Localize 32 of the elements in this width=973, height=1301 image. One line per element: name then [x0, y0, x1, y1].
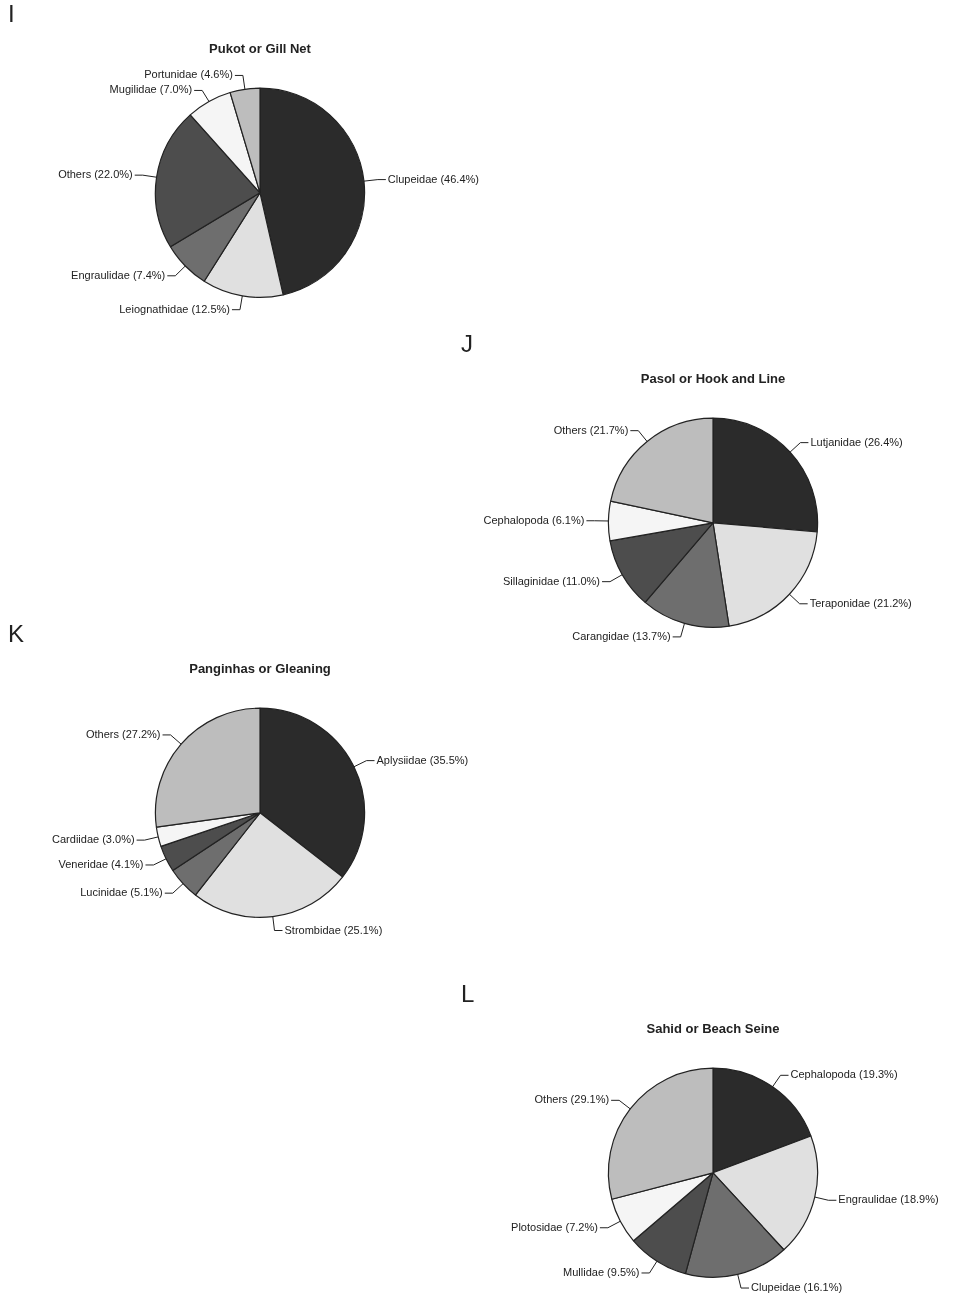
slice-label: Teraponidae (21.2%) — [809, 596, 912, 609]
slice-label: Carangidae (13.7%) — [572, 629, 671, 642]
slice-label: Mullidae (9.5%) — [563, 1266, 640, 1278]
text: J — [461, 330, 473, 358]
slice-label: Others (21.7%) — [553, 423, 629, 436]
text: L — [461, 980, 475, 1008]
slice-label: Cephalopoda (6.1%) — [483, 513, 585, 526]
slice-label: Cardiidae (3.0%) — [52, 833, 135, 846]
slice-label: Lucinidae (5.1%) — [80, 886, 163, 899]
slice-label: Clupeidae (16.1%) — [751, 1281, 843, 1294]
slice-label: Others (27.2%) — [85, 727, 161, 740]
text: K — [8, 620, 25, 648]
slice-label: Aplysiidae (35.5%) — [376, 753, 469, 766]
slice-label: Strombidae (25.1%) — [284, 923, 383, 936]
slice-label: Sillaginidae (11.0%) — [503, 574, 601, 587]
slice-label: Plotosidae (7.2%) — [511, 1220, 598, 1233]
text: I — [8, 0, 15, 28]
slice-label: Veneridae (4.1%) — [58, 858, 144, 871]
slice-label: Portunidae (4.6%) — [144, 68, 233, 81]
slice-label: Lutjanidae (26.4%) — [810, 435, 903, 448]
chart-title: Panginhas or Gleaning — [189, 661, 331, 677]
chart-title: Pasol or Hook and Line — [640, 371, 786, 387]
slice-label: Engraulidae (18.9%) — [838, 1193, 939, 1206]
chart-title: Pukot or Gill Net — [209, 41, 312, 57]
slice-label: Others (29.1%) — [534, 1093, 610, 1106]
slice-label: Clupeidae (46.4%) — [387, 172, 479, 185]
slice-label: Cephalopoda (19.3%) — [790, 1068, 898, 1081]
slice-label: Mugilidae (7.0%) — [109, 83, 193, 96]
slice-label: Leiognathidae (12.5%) — [119, 302, 230, 315]
chart-title: Sahid or Beach Seine — [646, 1021, 780, 1037]
slice-label: Engraulidae (7.4%) — [71, 268, 166, 281]
slice-label: Others (22.0%) — [58, 168, 133, 181]
